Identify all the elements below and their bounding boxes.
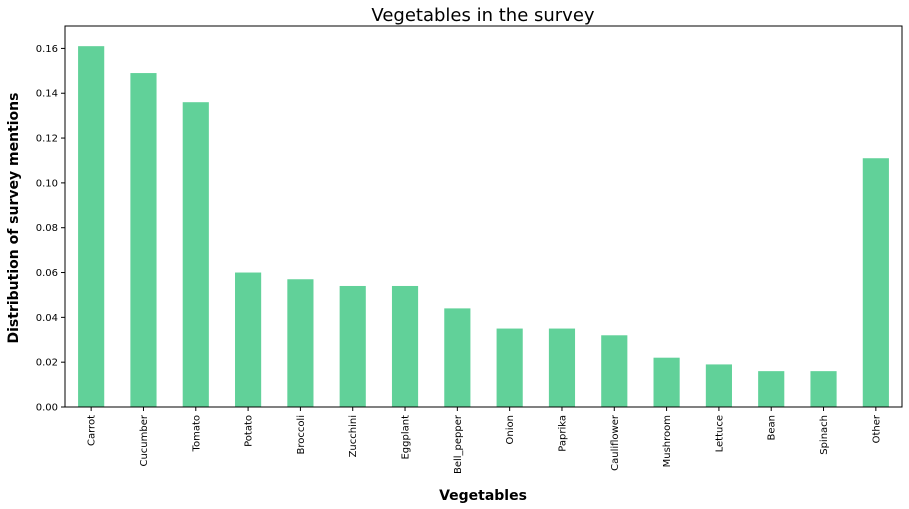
x-tick-label: Cauliflower [610, 414, 621, 471]
bar-carrot [78, 46, 105, 407]
y-tick-label: 0.12 [36, 134, 58, 145]
bar-bean [758, 371, 785, 407]
x-tick-label: Onion [505, 415, 516, 444]
y-ticks-group: 0.00 0.02 0.04 0.06 0.08 0.10 0.12 0.14 0.16 [36, 44, 65, 414]
bar-zucchini [339, 285, 366, 407]
bar-onion [496, 328, 523, 407]
x-tick-label: Other [871, 414, 882, 443]
bar-bell_pepper [444, 308, 471, 407]
bar-cucumber [130, 73, 157, 408]
y-tick-label: 0.14 [36, 89, 58, 100]
y-tick-label: 0.04 [36, 313, 58, 324]
y-tick-label: 0.06 [36, 268, 58, 279]
x-tick-label: Eggplant [401, 415, 412, 460]
x-tick-label: Paprika [557, 415, 568, 452]
x-tick-label: Potato [244, 415, 255, 447]
x-tick-label: Bell_pepper [453, 414, 464, 474]
y-tick-label: 0.16 [36, 44, 58, 55]
x-tick-label: Lettuce [714, 415, 725, 452]
bar-eggplant [391, 285, 419, 407]
y-axis-label: Distribution of survey mentions [6, 93, 22, 344]
y-tick-label: 0.10 [36, 178, 58, 189]
x-tick-label: Broccoli [296, 415, 307, 455]
bar-cauliflower [601, 335, 628, 407]
y-tick-label: 0.00 [36, 403, 58, 414]
y-tick-label: 0.02 [36, 358, 58, 369]
x-ticks-group: Carrot Cucumber Tomato Potato Broccoli Zucchi… [87, 407, 882, 474]
bar-tomato [182, 102, 209, 407]
x-tick-label: Carrot [87, 415, 98, 446]
x-axis-label: Vegetables [439, 488, 527, 504]
x-tick-label: Tomato [191, 415, 202, 452]
x-tick-label: Zucchini [348, 415, 359, 457]
chart-title: Vegetables in the survey [371, 5, 594, 26]
plot-frame [64, 25, 903, 408]
bar-potato [235, 272, 262, 407]
y-tick-label: 0.08 [36, 223, 58, 234]
x-tick-label: Mushroom [662, 415, 673, 467]
x-tick-label: Bean [767, 415, 778, 440]
bars-group [78, 46, 889, 408]
x-tick-label: Spinach [819, 415, 830, 455]
bar-lettuce [705, 364, 732, 407]
bar-broccoli [287, 279, 314, 407]
bar-spinach [810, 371, 837, 407]
bar-paprika [548, 328, 576, 407]
bar-other [862, 158, 889, 407]
x-tick-label: Cucumber [139, 414, 150, 466]
bar-mushroom [653, 357, 680, 407]
